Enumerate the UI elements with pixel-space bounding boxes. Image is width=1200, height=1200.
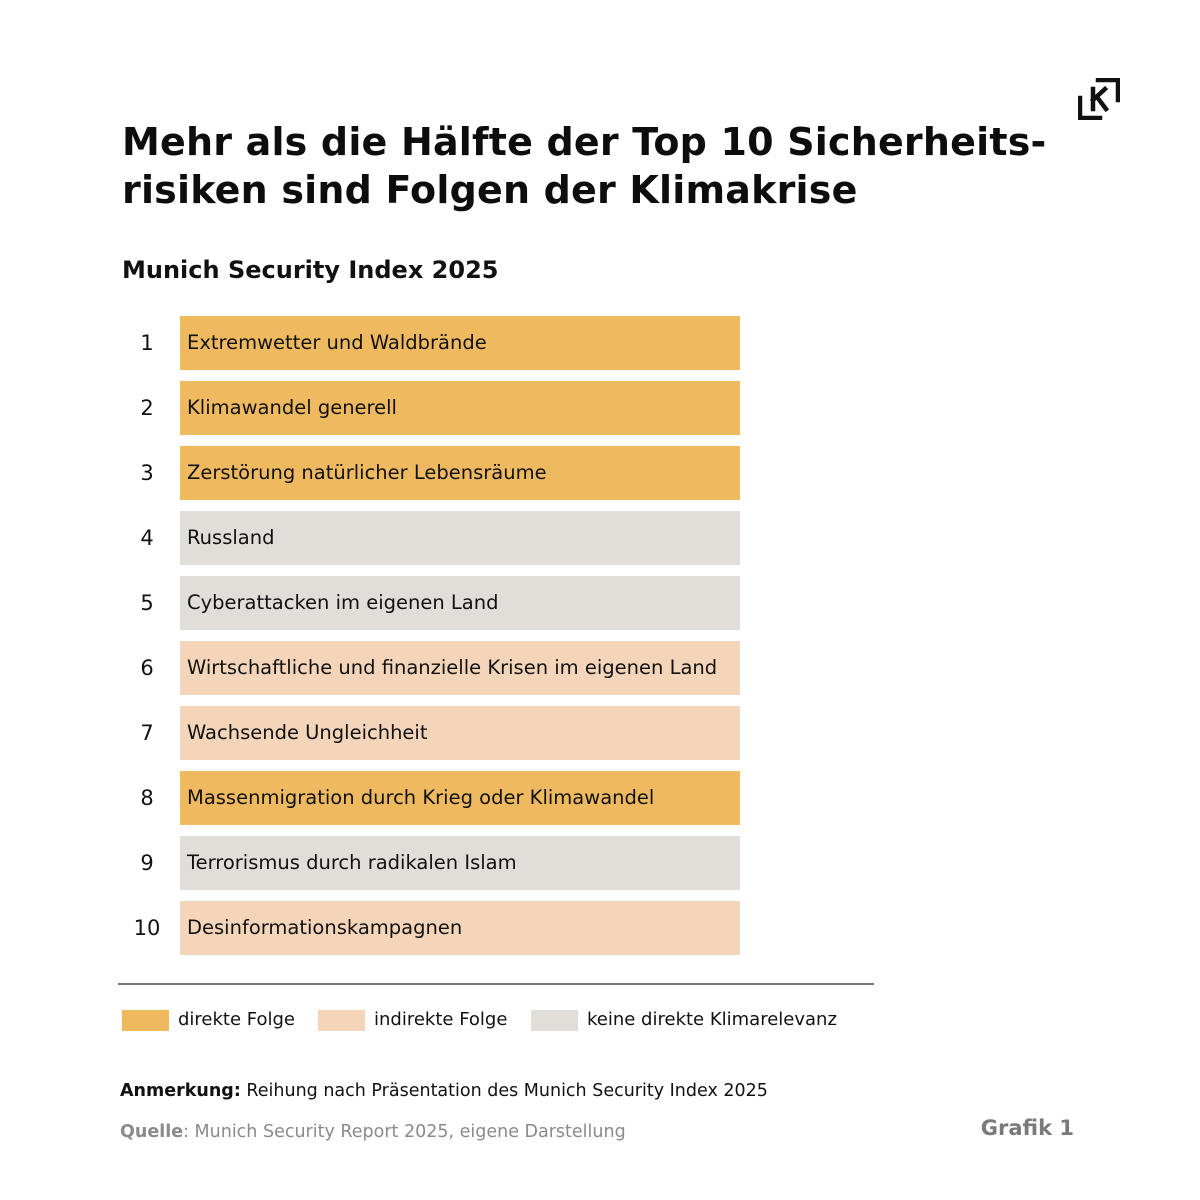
risk-label: Cyberattacken im eigenen Land: [187, 591, 499, 614]
risk-bar: [180, 446, 740, 500]
title-line-1: Mehr als die Hälfte der Top 10 Sicherhei…: [122, 120, 1047, 164]
risk-bar: [180, 511, 740, 565]
risk-bar: [180, 576, 740, 630]
rank-number: 4: [140, 526, 154, 550]
rank-number: 9: [140, 851, 154, 875]
rank-number: 1: [140, 331, 154, 355]
legend-divider: [118, 983, 874, 985]
legend-label: keine direkte Klimarelevanz: [587, 1009, 837, 1030]
risk-label: Extremwetter und Waldbrände: [187, 331, 487, 354]
legend-label: indirekte Folge: [374, 1009, 508, 1030]
rank-number: 5: [140, 591, 154, 615]
risk-label: Klimawandel generell: [187, 396, 397, 419]
source: Quelle: Munich Security Report 2025, eig…: [120, 1118, 626, 1146]
risk-bar: [180, 381, 740, 435]
rank-number: 10: [133, 916, 161, 940]
risk-bar: [180, 836, 740, 890]
risk-label: Zerstörung natürlicher Lebensräume: [187, 461, 547, 484]
risk-label: Wachsende Ungleichheit: [187, 721, 428, 744]
risk-bar: [180, 901, 740, 955]
risk-label: Terrorismus durch radikalen Islam: [187, 851, 517, 874]
rank-number: 7: [140, 721, 154, 745]
legend-swatch: [122, 1010, 169, 1031]
bracketed-k-logo-icon: [1078, 78, 1120, 120]
legend-swatch: [531, 1010, 578, 1031]
legend-label: direkte Folge: [178, 1009, 296, 1030]
note-label: Anmerkung:: [120, 1081, 241, 1101]
rank-number: 8: [140, 786, 154, 810]
risk-bar: [180, 706, 740, 760]
rank-number: 3: [140, 461, 154, 485]
chart-title: Mehr als die Hälfte der Top 10 Sicherhei…: [122, 118, 1082, 214]
risk-bar: [180, 771, 740, 825]
source-text: : Munich Security Report 2025, eigene Da…: [183, 1122, 626, 1142]
note-text: Reihung nach Präsentation des Munich Sec…: [240, 1081, 768, 1101]
risk-label: Russland: [187, 526, 275, 549]
rank-number: 6: [140, 656, 154, 680]
legend-swatch: [318, 1010, 365, 1031]
rank-number: 2: [140, 396, 154, 420]
risk-label: Desinformationskampagnen: [187, 916, 463, 939]
risk-label: Wirtschaftliche und finanzielle Krisen i…: [187, 656, 718, 679]
graphic-number: Grafik 1: [980, 1116, 1074, 1140]
chart-subtitle: Munich Security Index 2025: [122, 256, 499, 284]
risk-label: Massenmigration durch Krieg oder Klimawa…: [187, 786, 655, 809]
note: Anmerkung: Reihung nach Präsentation des…: [120, 1077, 768, 1105]
title-line-2: risiken sind Folgen der Klimakrise: [122, 168, 858, 212]
risk-bar: [180, 641, 740, 695]
risk-bar: [180, 316, 740, 370]
source-label: Quelle: [120, 1122, 184, 1142]
